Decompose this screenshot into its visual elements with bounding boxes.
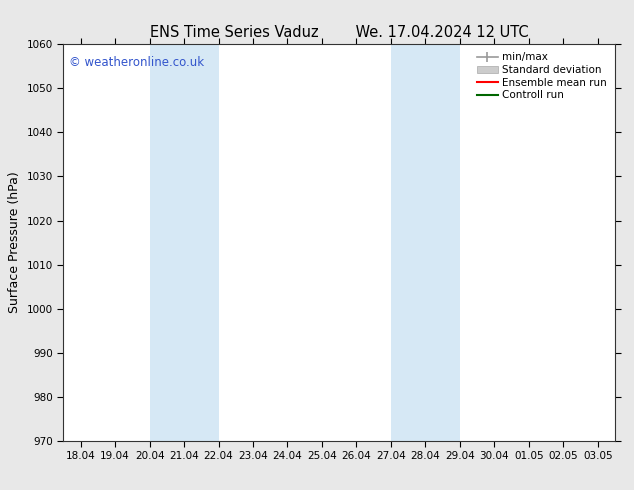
- Y-axis label: Surface Pressure (hPa): Surface Pressure (hPa): [8, 172, 21, 314]
- Legend: min/max, Standard deviation, Ensemble mean run, Controll run: min/max, Standard deviation, Ensemble me…: [474, 49, 610, 103]
- Bar: [391, 44, 460, 441]
- Title: ENS Time Series Vaduz        We. 17.04.2024 12 UTC: ENS Time Series Vaduz We. 17.04.2024 12 …: [150, 25, 529, 40]
- Text: © weatheronline.co.uk: © weatheronline.co.uk: [69, 56, 204, 69]
- Bar: [150, 44, 219, 441]
